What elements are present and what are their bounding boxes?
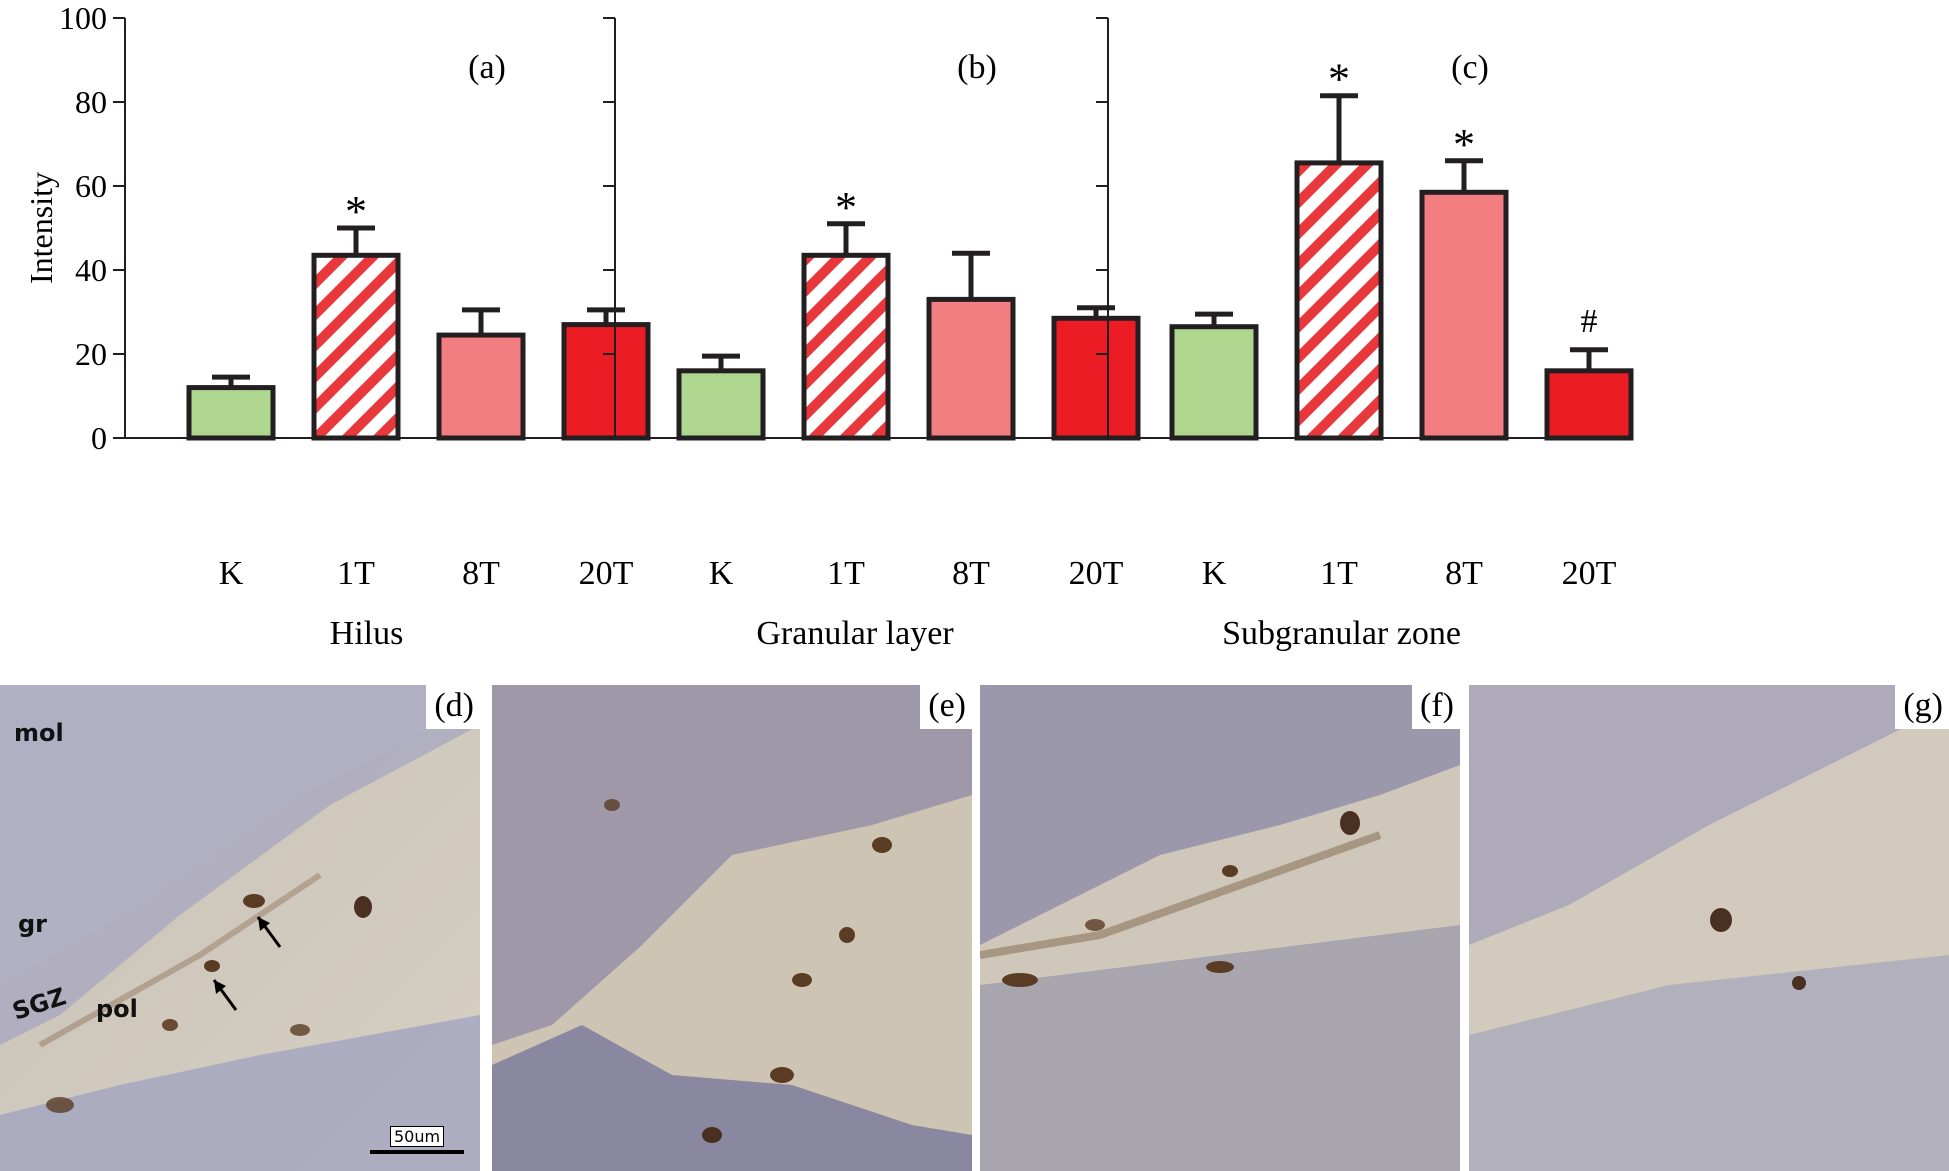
bar-8T	[436, 332, 526, 441]
bar-8T	[926, 296, 1016, 441]
bar-8T	[1419, 189, 1509, 441]
micrograph-d-image	[0, 685, 480, 1171]
micrograph-g-image	[1469, 685, 1949, 1171]
x-tick-label: K	[219, 555, 244, 592]
bar-20T	[1544, 368, 1634, 441]
bar-1T	[1294, 160, 1384, 441]
x-tick-label: K	[709, 555, 734, 592]
bar-K	[186, 385, 276, 441]
bar-K	[1169, 324, 1259, 441]
panel-tag: (c)	[1451, 49, 1489, 86]
y-axis-label: Intensity	[23, 172, 59, 284]
y-tick-label: 80	[75, 84, 107, 120]
label-gr: gr	[18, 910, 48, 938]
significance-mark: #	[1581, 303, 1598, 340]
scale-bar-line	[370, 1150, 464, 1154]
y-tick-label: 0	[91, 420, 107, 456]
x-tick-label: 20T	[1069, 555, 1124, 592]
panel-tag-e: (e)	[920, 685, 972, 729]
label-mol: mol	[14, 719, 64, 747]
bar-K	[676, 368, 766, 441]
bar-1T	[801, 252, 891, 441]
x-tick-label: 20T	[1562, 555, 1617, 592]
panel-tag-g: (g)	[1895, 685, 1949, 729]
significance-mark: *	[1328, 55, 1350, 104]
x-tick-label: 8T	[462, 555, 500, 592]
x-tick-label: 1T	[827, 555, 865, 592]
micrograph-d: (d) mol gr SGZ pol	[0, 685, 480, 1171]
panel-tag: (a)	[468, 49, 506, 86]
significance-mark: *	[345, 187, 367, 236]
x-axis-label: Hilus	[330, 615, 404, 652]
y-tick-label: 100	[59, 0, 107, 36]
x-tick-label: 1T	[1320, 555, 1358, 592]
bar-20T	[561, 322, 651, 441]
micrograph-f: (f)	[980, 685, 1460, 1171]
x-tick-label: 1T	[337, 555, 375, 592]
micrograph-f-image	[980, 685, 1460, 1171]
x-axis-label: Subgranular zone	[1222, 615, 1461, 652]
label-pol: pol	[96, 995, 138, 1023]
x-tick-label: 8T	[1445, 555, 1483, 592]
bar-charts: 0 20 40 60 80 100 Intensity K 1T * 8T 20T Hilus (a) K 1…	[23, 0, 1634, 652]
panel-tag-d: (d)	[426, 685, 480, 729]
y-tick-label: 60	[75, 168, 107, 204]
significance-mark: *	[1453, 120, 1475, 169]
significance-mark: *	[835, 183, 857, 232]
micrograph-e: (e)	[492, 685, 972, 1171]
x-tick-label: 20T	[579, 555, 634, 592]
bar-20T	[1051, 315, 1141, 441]
micrograph-e-image	[492, 685, 972, 1171]
x-axis-label: Granular layer	[756, 615, 954, 652]
panel-tag: (b)	[957, 49, 997, 86]
micrograph-g: (g)	[1469, 685, 1949, 1171]
scale-bar-label: 50um	[390, 1126, 445, 1147]
scale-bar: 50um	[370, 1126, 464, 1154]
bar-1T	[311, 252, 401, 441]
panel-tag-f: (f)	[1412, 685, 1460, 729]
x-tick-label: 8T	[952, 555, 990, 592]
x-tick-label: K	[1202, 555, 1227, 592]
y-tick-label: 40	[75, 252, 107, 288]
y-tick-label: 20	[75, 336, 107, 372]
